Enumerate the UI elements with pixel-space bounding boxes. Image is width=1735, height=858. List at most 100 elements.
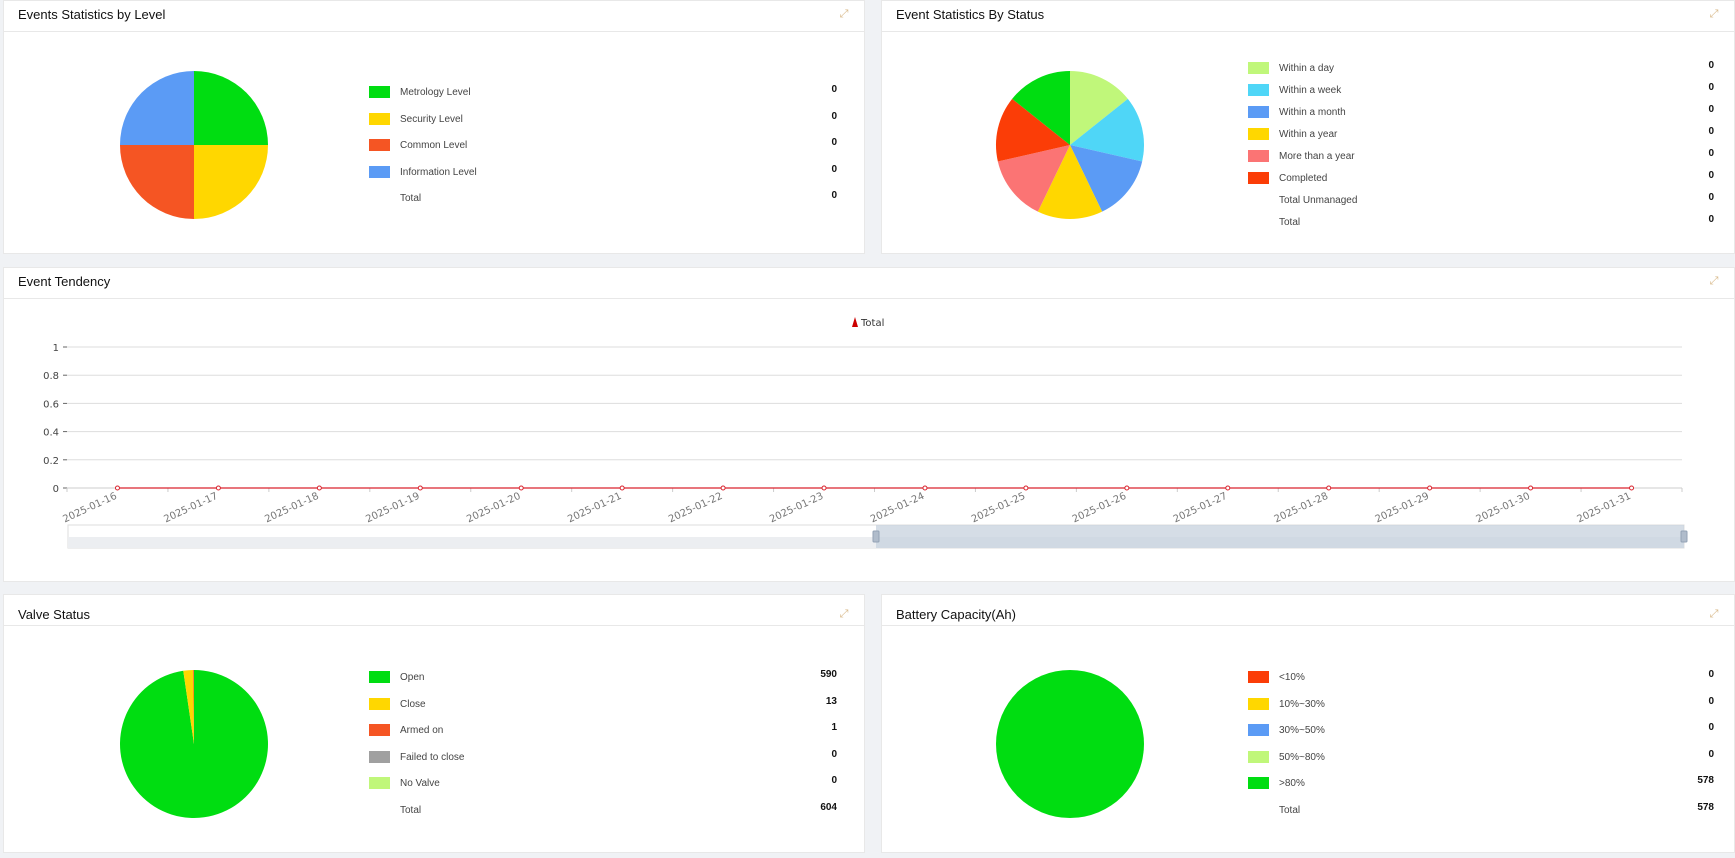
legend-item[interactable]: Within a month 0 (1248, 104, 1714, 120)
pie-slice[interactable] (1070, 71, 1128, 145)
legend-item[interactable]: More than a year 0 (1248, 148, 1714, 164)
expand-icon[interactable]: ⤢ (1709, 8, 1719, 20)
pie-slice[interactable] (996, 670, 1144, 818)
y-tick-label: 0.4 (43, 428, 59, 439)
legend-value: 0 (831, 84, 837, 95)
legend-item[interactable]: Close 13 (369, 695, 837, 712)
legend-item[interactable]: Total Unmanaged 0 (1248, 192, 1714, 208)
legend-value: 604 (820, 801, 837, 813)
legend-item[interactable]: Common Level 0 (369, 137, 837, 153)
pie-slice[interactable] (1037, 145, 1103, 219)
data-point[interactable] (1427, 485, 1433, 491)
data-point[interactable] (720, 485, 726, 491)
legend-swatch (1248, 172, 1269, 184)
legend-item[interactable]: <10% 0 (1248, 669, 1714, 685)
legend-swatch (369, 750, 390, 763)
pie-slice[interactable] (1012, 71, 1070, 145)
pie-slice[interactable] (996, 98, 1070, 162)
expand-icon[interactable]: ⤢ (1709, 275, 1719, 287)
x-tick-label: 2025-01-27 (1172, 491, 1229, 526)
legend-swatch (1248, 724, 1269, 736)
legend-item[interactable]: Information Level 0 (369, 163, 837, 180)
data-point[interactable] (316, 485, 322, 491)
legend-item[interactable]: Total 0 (369, 190, 837, 206)
data-point[interactable] (1528, 485, 1534, 491)
expand-icon[interactable]: ⤢ (1709, 608, 1719, 620)
pie-slice[interactable] (1070, 98, 1144, 162)
pie-slice[interactable] (183, 670, 194, 744)
data-point[interactable] (1326, 485, 1332, 491)
data-point[interactable] (518, 485, 524, 491)
legend-item[interactable]: Total 0 (1248, 214, 1714, 230)
zoom-slider-window[interactable] (876, 525, 1684, 548)
data-point[interactable] (821, 485, 827, 491)
pie-slice[interactable] (193, 670, 194, 744)
legend-item[interactable]: 10%~30% 0 (1248, 696, 1714, 712)
legend-swatch (1248, 84, 1269, 96)
legend-item[interactable]: Failed to close 0 (369, 749, 837, 765)
y-tick-label: 1 (53, 343, 59, 354)
expand-icon[interactable]: ⤢ (839, 608, 849, 620)
legend-value: 0 (831, 163, 837, 175)
panel-events-by-status: Event Statistics By Status ⤢ Within a day… (881, 0, 1735, 254)
legend-label: 30%~50% (1279, 725, 1325, 736)
legend-label: >80% (1279, 778, 1305, 789)
data-point[interactable] (1629, 485, 1635, 491)
legend-label: Total Unmanaged (1279, 195, 1358, 206)
data-point[interactable] (1023, 485, 1029, 491)
data-point[interactable] (114, 485, 120, 491)
legend-item[interactable]: Within a day 0 (1248, 60, 1714, 76)
x-tick-label: 2025-01-31 (1575, 491, 1632, 526)
x-tick-label: 2025-01-20 (465, 491, 522, 526)
legend-item[interactable]: 30%~50% 0 (1248, 722, 1714, 738)
legend: <10% 0 10%~30% 0 30%~50% 0 50%~80% 0 >80% 578 Tota… (1248, 669, 1714, 841)
pie-slice[interactable] (194, 145, 268, 219)
legend-swatch (369, 86, 390, 98)
legend-value: 0 (1708, 748, 1714, 760)
data-point[interactable] (417, 485, 423, 491)
legend-item[interactable]: Metrology Level 0 (369, 84, 837, 100)
legend-item[interactable]: Within a week 0 (1248, 82, 1714, 98)
legend-label[interactable]: Total (860, 318, 884, 329)
legend-item[interactable]: Security Level 0 (369, 111, 837, 127)
legend-label: Total (400, 804, 422, 816)
legend-label: Failed to close (400, 751, 465, 763)
legend-value: 578 (1697, 801, 1714, 813)
legend-label: Total (400, 193, 422, 204)
legend-label: Open (400, 672, 425, 683)
x-tick-label: 2025-01-23 (768, 491, 825, 526)
legend-label: 50%~80% (1279, 751, 1325, 763)
data-point[interactable] (215, 485, 221, 491)
data-point[interactable] (619, 485, 625, 491)
zoom-slider-handle[interactable] (1680, 530, 1688, 543)
legend-value: 578 (1697, 775, 1714, 786)
x-tick-label: 2025-01-25 (970, 491, 1027, 526)
legend-item[interactable]: 50%~80% 0 (1248, 748, 1714, 765)
y-tick-label: 0.8 (43, 371, 59, 382)
legend-item[interactable]: Armed on 1 (369, 722, 837, 738)
pie-slice[interactable] (997, 145, 1070, 212)
legend-triangle-icon[interactable] (852, 317, 858, 327)
legend-item[interactable]: Total 578 (1248, 801, 1714, 818)
legend-item[interactable]: Within a year 0 (1248, 126, 1714, 142)
data-point[interactable] (1124, 485, 1130, 491)
legend-value: 590 (820, 669, 837, 680)
legend-value: 13 (825, 695, 837, 707)
legend-label: Within a week (1279, 85, 1342, 96)
data-point[interactable] (1225, 485, 1231, 491)
legend-item[interactable]: No Valve 0 (369, 775, 837, 791)
panel-events-by-level: Events Statistics by Level ⤢ Metrology Le… (3, 0, 865, 254)
legend-item[interactable]: Total 604 (369, 801, 837, 818)
panel-title: Event Tendency (18, 274, 111, 289)
pie-slice[interactable] (1070, 145, 1143, 212)
x-tick-label: 2025-01-16 (61, 491, 118, 526)
pie-slice[interactable] (120, 145, 194, 219)
legend-item[interactable]: Completed 0 (1248, 170, 1714, 186)
pie-slice[interactable] (120, 71, 194, 145)
pie-slice[interactable] (194, 71, 268, 145)
data-point[interactable] (922, 485, 928, 491)
legend-item[interactable]: Open 590 (369, 669, 837, 685)
zoom-slider-handle[interactable] (872, 530, 880, 543)
legend-item[interactable]: >80% 578 (1248, 775, 1714, 791)
expand-icon[interactable]: ⤢ (839, 8, 849, 20)
